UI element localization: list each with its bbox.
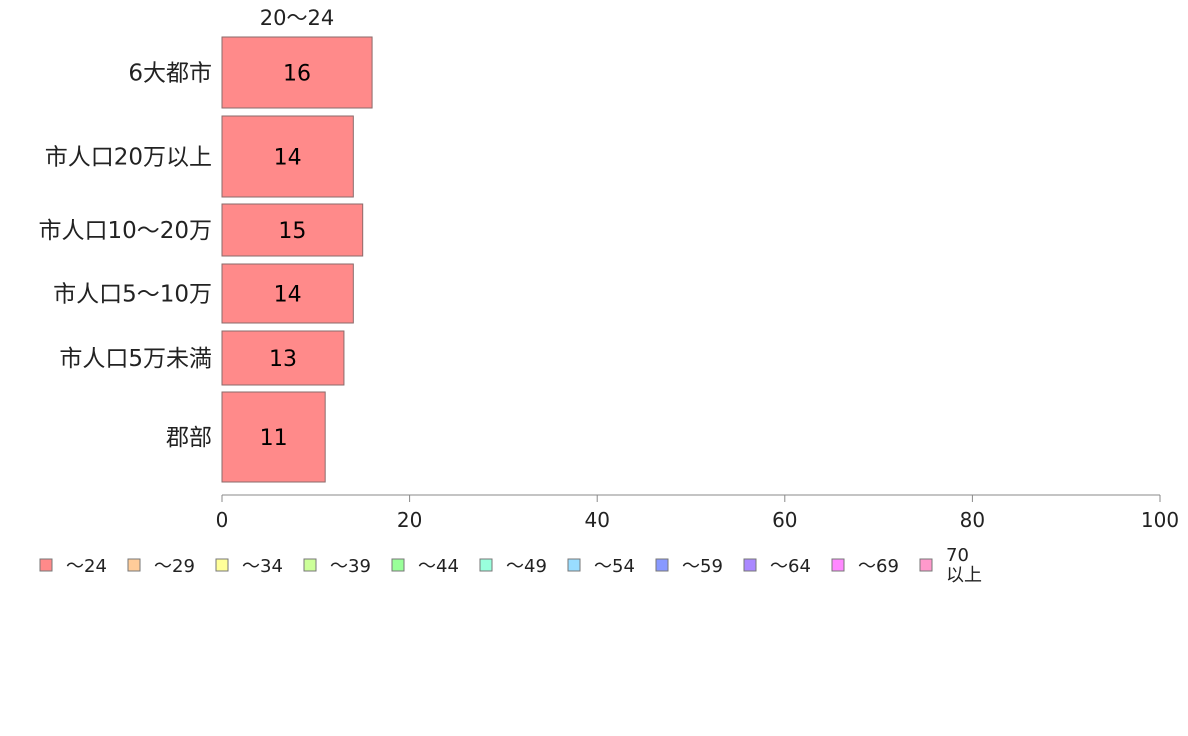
category-label: 市人口5〜10万 xyxy=(53,282,212,308)
x-tick-label: 80 xyxy=(960,508,985,532)
x-tick-label: 40 xyxy=(584,508,609,532)
legend-swatch xyxy=(127,558,141,572)
legend-label: 〜54 xyxy=(594,556,635,577)
legend-swatch xyxy=(655,558,669,572)
bar xyxy=(221,391,326,483)
legend-label: 〜69 xyxy=(858,556,899,577)
legend-swatch xyxy=(567,558,581,572)
category-label: 市人口5万未満 xyxy=(59,346,212,372)
x-tick-label: 20 xyxy=(397,508,422,532)
legend-label: 〜39 xyxy=(330,556,371,577)
category-label: 市人口10〜20万 xyxy=(38,218,212,244)
legend-label: 〜44 xyxy=(418,556,459,577)
bar-value-label: 15 xyxy=(278,219,306,244)
bar-value-label: 13 xyxy=(269,347,297,372)
bar-value-labels: 16 14 15 14 13 11 xyxy=(260,62,311,452)
bar xyxy=(221,330,345,386)
legend-swatch xyxy=(215,558,229,572)
legend-swatch xyxy=(743,558,757,572)
legend-label: 〜34 xyxy=(242,556,283,577)
x-tick-label: 100 xyxy=(1141,508,1179,532)
legend-label: 〜49 xyxy=(506,556,547,577)
legend: 〜24 〜29 〜34 〜39 〜44 〜49 〜54 〜59 〜64 〜69 70 以上 xyxy=(39,545,982,586)
bar-value-label: 14 xyxy=(274,283,302,308)
legend-swatch xyxy=(479,558,493,572)
bar-value-label: 11 xyxy=(260,426,288,451)
bar xyxy=(221,263,354,324)
legend-label: 〜24 xyxy=(66,556,107,577)
category-label: 市人口20万以上 xyxy=(45,145,212,171)
bars xyxy=(221,36,373,483)
legend-swatch xyxy=(919,558,933,572)
x-tick-label: 0 xyxy=(216,508,229,532)
bar xyxy=(221,36,373,109)
x-tick-label: 60 xyxy=(772,508,797,532)
legend-label: 〜29 xyxy=(154,556,195,577)
legend-label: 〜64 xyxy=(770,556,811,577)
x-axis: 0 20 40 60 80 100 xyxy=(216,494,1179,532)
legend-label: 〜59 xyxy=(682,556,723,577)
legend-swatch xyxy=(391,558,405,572)
category-label: 郡部 xyxy=(166,425,212,451)
bar-value-label: 14 xyxy=(274,146,302,171)
bar-value-label: 16 xyxy=(283,62,311,87)
legend-label: 70 以上 xyxy=(946,545,982,586)
category-label: 6大都市 xyxy=(128,61,212,87)
bar xyxy=(221,203,364,257)
column-title: 20〜24 xyxy=(260,6,334,30)
legend-swatch xyxy=(39,558,53,572)
legend-swatch xyxy=(831,558,845,572)
legend-swatch xyxy=(303,558,317,572)
bar xyxy=(221,115,354,198)
